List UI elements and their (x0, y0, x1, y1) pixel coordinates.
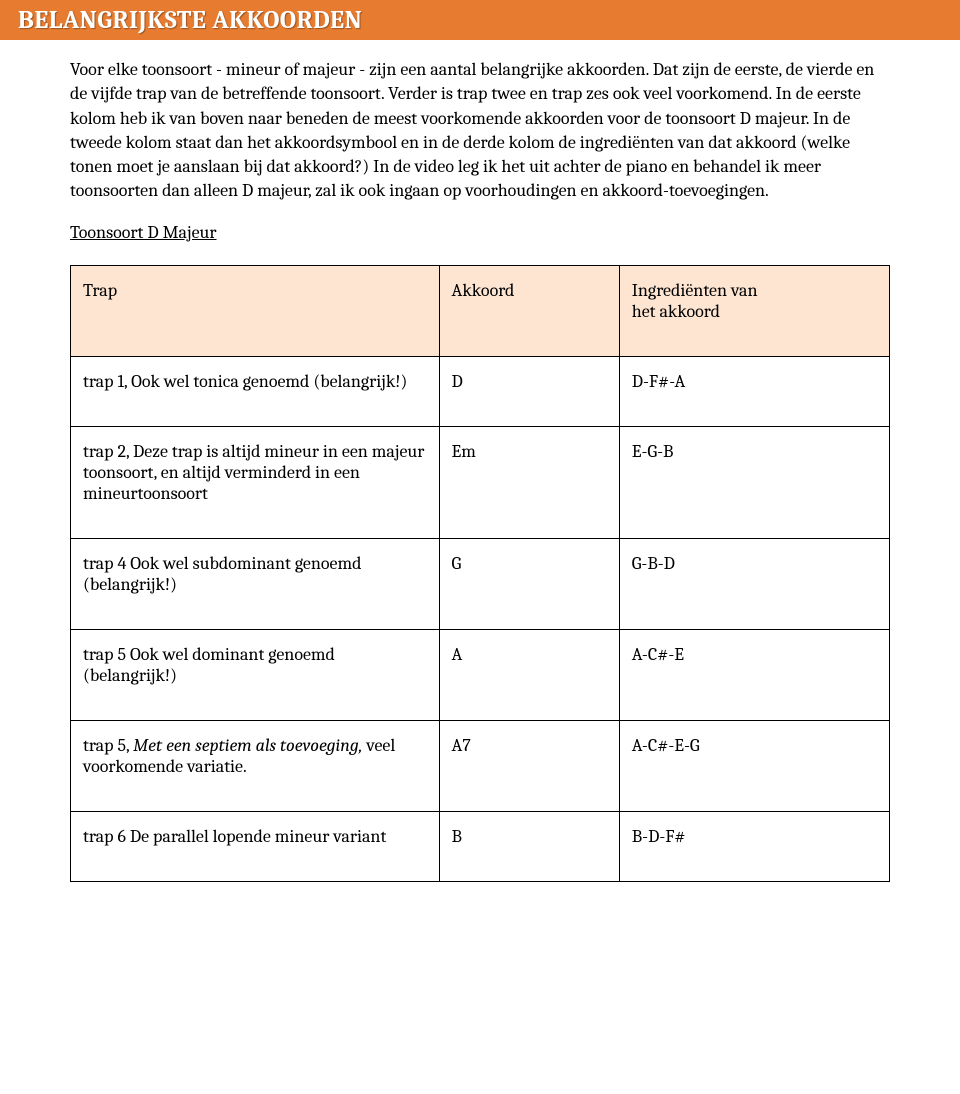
chord-table: Trap Akkoord Ingrediënten van het akkoor… (70, 265, 890, 882)
cell-trap: trap 1, Ook wel tonica genoemd (belangri… (71, 356, 440, 426)
cell-trap-text: trap 5 Ook wel dominant genoemd (belangr… (83, 644, 335, 686)
cell-trap: trap 5 Ook wel dominant genoemd (belangr… (71, 629, 440, 720)
cell-ingredienten: G-B-D (619, 538, 889, 629)
cell-trap-text: trap 4 Ook wel subdominant genoemd (bela… (83, 553, 361, 595)
intro-paragraph: Voor elke toonsoort - mineur of majeur -… (70, 58, 890, 204)
cell-trap-pre: trap 5, (83, 735, 133, 756)
header-akkoord: Akkoord (439, 265, 619, 356)
cell-akkoord: B (439, 811, 619, 881)
subheading-toonsoort: Toonsoort D Majeur (70, 222, 890, 243)
content-area: Voor elke toonsoort - mineur of majeur -… (0, 40, 960, 882)
cell-akkoord: A7 (439, 720, 619, 811)
cell-ingredienten: E-G-B (619, 426, 889, 538)
page-title: BELANGRIJKSTE AKKOORDEN (18, 6, 942, 35)
header-ingredienten-line1: Ingrediënten van (632, 280, 758, 301)
table-row: trap 2, Deze trap is altijd mineur in ee… (71, 426, 890, 538)
header-ingredienten-line2: het akkoord (632, 301, 720, 322)
table-row: trap 1, Ook wel tonica genoemd (belangri… (71, 356, 890, 426)
table-header-row: Trap Akkoord Ingrediënten van het akkoor… (71, 265, 890, 356)
table-row: trap 5, Met een septiem als toevoeging, … (71, 720, 890, 811)
page-root: BELANGRIJKSTE AKKOORDEN Voor elke toonso… (0, 0, 960, 882)
table-row: trap 6 De parallel lopende mineur varian… (71, 811, 890, 881)
cell-akkoord: A (439, 629, 619, 720)
cell-akkoord: Em (439, 426, 619, 538)
header-ingredienten: Ingrediënten van het akkoord (619, 265, 889, 356)
section-banner: BELANGRIJKSTE AKKOORDEN (0, 0, 960, 40)
cell-trap-text: trap 2, Deze trap is altijd mineur in ee… (83, 441, 424, 504)
cell-akkoord: G (439, 538, 619, 629)
cell-trap-text: trap 6 De parallel lopende mineur varian… (83, 826, 386, 847)
cell-ingredienten: A-C#-E-G (619, 720, 889, 811)
cell-ingredienten: D-F#-A (619, 356, 889, 426)
cell-ingredienten: B-D-F# (619, 811, 889, 881)
cell-trap-text: trap 1, Ook wel tonica genoemd (belangri… (83, 371, 407, 392)
cell-trap: trap 4 Ook wel subdominant genoemd (bela… (71, 538, 440, 629)
cell-trap: trap 5, Met een septiem als toevoeging, … (71, 720, 440, 811)
cell-akkoord: D (439, 356, 619, 426)
cell-ingredienten: A-C#-E (619, 629, 889, 720)
cell-trap: trap 2, Deze trap is altijd mineur in ee… (71, 426, 440, 538)
table-row: trap 4 Ook wel subdominant genoemd (bela… (71, 538, 890, 629)
table-row: trap 5 Ook wel dominant genoemd (belangr… (71, 629, 890, 720)
cell-trap-em: Met een septiem als toevoeging, (133, 735, 362, 756)
header-trap: Trap (71, 265, 440, 356)
cell-trap: trap 6 De parallel lopende mineur varian… (71, 811, 440, 881)
